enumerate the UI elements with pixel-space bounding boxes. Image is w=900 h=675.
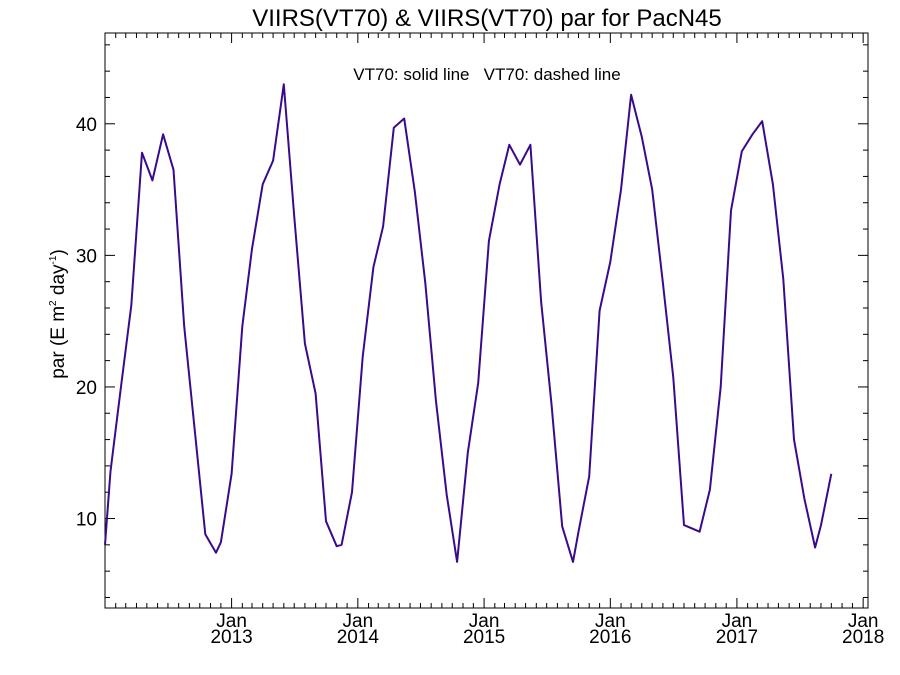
y-tick-label: 30 bbox=[76, 246, 97, 267]
y-label-sup-2: -1 bbox=[48, 255, 59, 264]
plot-frame bbox=[104, 32, 869, 609]
x-tick-label-month: Jan bbox=[848, 611, 879, 632]
x-tick-label-year: 2017 bbox=[716, 627, 758, 648]
x-tick-label-year: 2015 bbox=[463, 627, 505, 648]
y-axis-ticks: 10 20 30 40 bbox=[76, 44, 868, 598]
legend-text: VT70: solid line VT70: dashed line bbox=[353, 65, 620, 84]
x-tick-label-month: Jan bbox=[216, 611, 247, 632]
x-tick-label-month: Jan bbox=[722, 611, 753, 632]
y-tick-label: 20 bbox=[76, 378, 97, 399]
x-tick-label-month: Jan bbox=[343, 611, 374, 632]
y-axis-label: par (E m2 day-1) bbox=[48, 249, 69, 379]
y-label-mid: day bbox=[48, 264, 69, 300]
series-group bbox=[104, 83, 833, 563]
x-tick-label-year: 2013 bbox=[210, 627, 252, 648]
x-tick-label-month: Jan bbox=[595, 611, 626, 632]
x-tick-label-month: Jan bbox=[469, 611, 500, 632]
series-line-solid bbox=[104, 83, 833, 563]
y-label-sup-1: 2 bbox=[48, 300, 59, 306]
y-tick-label: 40 bbox=[76, 115, 97, 136]
x-tick-label-year: 2016 bbox=[589, 627, 631, 648]
x-tick-label-year: 2014 bbox=[337, 627, 380, 648]
y-tick-label: 10 bbox=[76, 510, 97, 531]
x-tick-label-year: 2018 bbox=[842, 627, 884, 648]
chart-title: VIIRS(VT70) & VIIRS(VT70) par for PacN45 bbox=[252, 5, 722, 32]
y-label-main: par (E m bbox=[48, 306, 69, 379]
x-axis-ticks: Jan2013Jan2014Jan2015Jan2016Jan2017Jan20… bbox=[104, 33, 884, 648]
y-label-end: ) bbox=[48, 249, 69, 255]
